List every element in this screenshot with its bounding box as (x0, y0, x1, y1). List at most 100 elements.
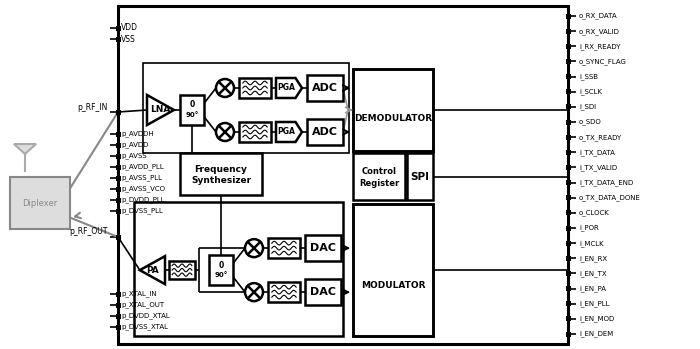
Text: i_EN_RX: i_EN_RX (579, 255, 607, 262)
Bar (566, 29, 570, 34)
Bar (180, 153, 262, 195)
Bar (169, 261, 195, 279)
Circle shape (216, 79, 234, 97)
Bar (116, 164, 120, 170)
Bar (116, 186, 120, 192)
Bar (134, 202, 343, 336)
Bar (143, 63, 349, 153)
Bar (566, 150, 570, 155)
Bar (307, 119, 343, 145)
Text: i_TX_DATA_END: i_TX_DATA_END (579, 179, 634, 186)
Text: o_TX_DATA_DONE: o_TX_DATA_DONE (579, 194, 641, 201)
Bar (566, 256, 570, 261)
Text: PGA: PGA (277, 83, 295, 92)
Text: p_AVSS: p_AVSS (121, 153, 146, 159)
Bar (305, 279, 341, 305)
Bar (116, 25, 120, 30)
Text: o_SYNC_FLAG: o_SYNC_FLAG (579, 58, 627, 65)
Text: p_RF_IN: p_RF_IN (78, 103, 108, 111)
Bar (566, 165, 570, 170)
Text: 90°: 90° (214, 272, 228, 278)
Bar (566, 14, 570, 18)
Text: PGA: PGA (277, 127, 295, 136)
Bar (566, 104, 570, 109)
Bar (566, 59, 570, 64)
Bar (116, 198, 120, 202)
Bar (116, 176, 120, 180)
Text: 0: 0 (190, 101, 195, 109)
Text: i_SCLK: i_SCLK (579, 88, 602, 95)
Text: p_DVSS_PLL: p_DVSS_PLL (121, 208, 163, 214)
Text: 90°: 90° (186, 112, 199, 118)
Text: p_XTAL_IN: p_XTAL_IN (121, 291, 157, 297)
Text: i_POR: i_POR (579, 225, 598, 231)
Text: p_AVDD_PLL: p_AVDD_PLL (121, 164, 164, 170)
Bar (116, 313, 120, 319)
Text: i_TX_VALID: i_TX_VALID (579, 164, 617, 171)
Bar (566, 89, 570, 94)
Text: p_DVDD_XTAL: p_DVDD_XTAL (121, 313, 169, 319)
Bar (116, 291, 120, 297)
Text: ADC: ADC (312, 83, 338, 93)
Polygon shape (147, 95, 174, 125)
Text: o_TX_READY: o_TX_READY (579, 134, 622, 141)
Text: i_EN_DEM: i_EN_DEM (579, 331, 613, 337)
Bar (116, 325, 120, 329)
Text: Register: Register (359, 179, 399, 188)
Bar (116, 37, 120, 42)
Polygon shape (140, 256, 165, 284)
Bar (305, 235, 341, 261)
Bar (10, 177, 70, 229)
Bar (116, 142, 120, 148)
Text: o_RX_VALID: o_RX_VALID (579, 28, 620, 35)
Bar (566, 44, 570, 49)
Text: ADC: ADC (312, 127, 338, 137)
Text: p_AVDDH: p_AVDDH (121, 131, 153, 138)
Text: PA: PA (146, 266, 159, 275)
Text: DAC: DAC (310, 287, 336, 297)
Bar (353, 153, 405, 200)
Bar (116, 132, 120, 136)
Text: DAC: DAC (310, 243, 336, 253)
Circle shape (245, 283, 263, 301)
Bar (566, 316, 570, 321)
Bar (566, 286, 570, 291)
Text: o_CLOCK: o_CLOCK (579, 209, 610, 216)
Bar (566, 332, 570, 336)
Bar (566, 301, 570, 306)
Text: i_SDI: i_SDI (579, 104, 596, 110)
Text: o_RX_DATA: o_RX_DATA (579, 13, 617, 20)
Bar (566, 135, 570, 140)
Text: Control: Control (361, 166, 396, 176)
Text: p_DVDD_PLL: p_DVDD_PLL (121, 196, 164, 203)
Bar (566, 225, 570, 230)
Text: i_EN_PLL: i_EN_PLL (579, 300, 610, 307)
Bar (566, 241, 570, 246)
Bar (118, 6, 568, 344)
Text: p_XTAL_OUT: p_XTAL_OUT (121, 302, 164, 309)
Bar (566, 271, 570, 276)
Polygon shape (276, 78, 302, 98)
Bar (566, 180, 570, 185)
Text: i_EN_PA: i_EN_PA (579, 285, 606, 292)
Bar (353, 69, 433, 151)
Text: p_AVSS_PLL: p_AVSS_PLL (121, 174, 162, 181)
Text: SPI: SPI (410, 172, 430, 182)
Bar (116, 235, 120, 239)
Text: i_MCLK: i_MCLK (579, 240, 603, 246)
Bar (209, 255, 233, 285)
Text: VSS: VSS (121, 35, 136, 44)
Bar (239, 122, 271, 142)
Bar (566, 74, 570, 79)
Circle shape (245, 239, 263, 257)
Text: VDD: VDD (121, 23, 138, 32)
Bar (116, 110, 120, 114)
Bar (307, 75, 343, 101)
Bar (116, 303, 120, 307)
Bar (353, 204, 433, 336)
Text: MODULATOR: MODULATOR (360, 281, 426, 290)
Bar (268, 238, 300, 258)
Text: Diplexer: Diplexer (22, 199, 57, 208)
Text: i_SSB: i_SSB (579, 73, 598, 80)
Text: i_TX_DATA: i_TX_DATA (579, 149, 615, 156)
